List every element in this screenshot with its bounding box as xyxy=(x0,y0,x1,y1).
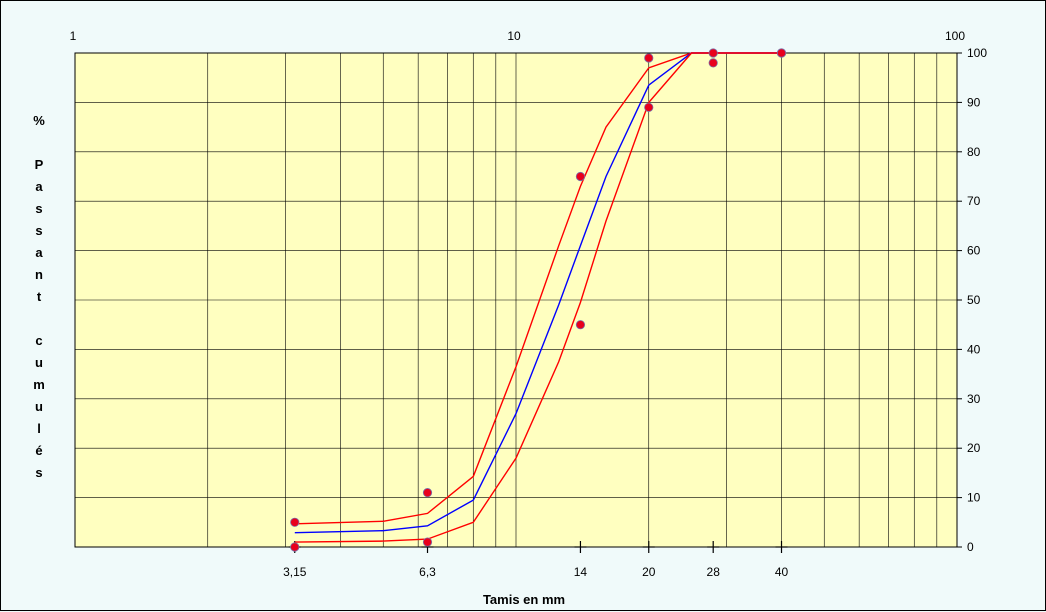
y-tick-label: 40 xyxy=(967,342,981,356)
y-tick-label: 30 xyxy=(967,392,981,406)
data-point xyxy=(709,49,717,57)
data-point xyxy=(423,538,431,546)
data-point xyxy=(576,321,584,329)
y-axis-title-letter: a xyxy=(35,245,43,260)
data-point xyxy=(291,518,299,526)
y-tick-label: 70 xyxy=(967,194,981,208)
y-axis-title-letter: l xyxy=(37,421,41,436)
y-axis-title-letter: t xyxy=(37,289,42,304)
data-point xyxy=(423,488,431,496)
x-bottom-tick-label: 28 xyxy=(707,565,721,579)
y-axis-title-letter: é xyxy=(35,443,42,458)
data-point xyxy=(645,54,653,62)
y-tick-label: 60 xyxy=(967,244,981,258)
y-axis-title-letter: c xyxy=(35,333,42,348)
x-top-tick-label: 10 xyxy=(507,29,521,43)
y-tick-label: 80 xyxy=(967,145,981,159)
data-point xyxy=(709,59,717,67)
x-bottom-tick-label: 14 xyxy=(574,565,588,579)
x-bottom-tick-label: 6,3 xyxy=(419,565,436,579)
x-bottom-tick-label: 3,15 xyxy=(283,565,307,579)
x-top-tick-label: 1 xyxy=(70,29,77,43)
y-axis-title-letter: s xyxy=(35,201,42,216)
y-axis-title-letter: s xyxy=(35,465,42,480)
data-point xyxy=(576,172,584,180)
y-axis-title-letter: u xyxy=(35,399,43,414)
y-axis-title-letter: % xyxy=(33,113,45,128)
data-point xyxy=(777,49,785,57)
x-bottom-tick-label: 40 xyxy=(775,565,789,579)
y-tick-label: 100 xyxy=(967,46,987,60)
y-tick-label: 90 xyxy=(967,95,981,109)
x-axis-title: Tamis en mm xyxy=(483,592,565,607)
y-axis-title-letter: m xyxy=(33,377,45,392)
y-axis-title-letter: u xyxy=(35,355,43,370)
y-tick-label: 50 xyxy=(967,293,981,307)
data-point xyxy=(645,103,653,111)
y-axis-title-letter: n xyxy=(35,267,43,282)
y-axis-title-letter: P xyxy=(35,157,44,172)
x-top-tick-label: 100 xyxy=(945,29,965,43)
y-tick-label: 10 xyxy=(967,491,981,505)
y-tick-label: 0 xyxy=(967,540,974,554)
x-bottom-tick-label: 20 xyxy=(642,565,656,579)
y-tick-label: 20 xyxy=(967,441,981,455)
y-axis-title-letter: a xyxy=(35,179,43,194)
data-point xyxy=(291,543,299,551)
y-axis-title-letter: s xyxy=(35,223,42,238)
